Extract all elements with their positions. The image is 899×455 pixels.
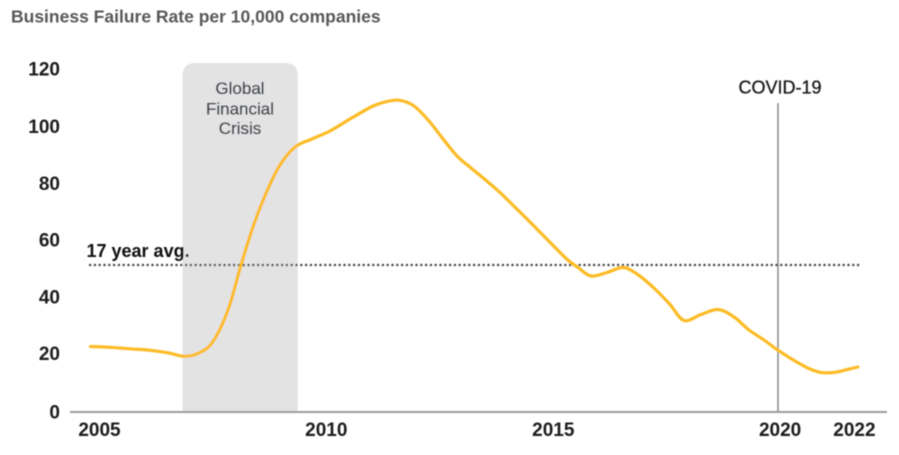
svg-text:120: 120 xyxy=(28,60,60,81)
svg-text:Financial: Financial xyxy=(206,100,274,119)
svg-text:2020: 2020 xyxy=(759,420,801,441)
svg-text:100: 100 xyxy=(28,117,60,138)
svg-text:Crisis: Crisis xyxy=(219,119,262,138)
svg-text:40: 40 xyxy=(39,287,60,308)
svg-text:2015: 2015 xyxy=(532,420,575,441)
svg-text:Business Failure Rate per 10,0: Business Failure Rate per 10,000 compani… xyxy=(11,7,381,27)
svg-text:2005: 2005 xyxy=(78,420,121,441)
svg-text:Global: Global xyxy=(215,79,264,98)
svg-text:2010: 2010 xyxy=(305,420,347,441)
svg-text:80: 80 xyxy=(39,174,60,195)
svg-text:60: 60 xyxy=(39,231,60,252)
svg-text:20: 20 xyxy=(39,344,60,365)
svg-text:0: 0 xyxy=(49,403,60,424)
svg-text:17 year avg.: 17 year avg. xyxy=(87,241,190,261)
svg-text:2022: 2022 xyxy=(833,420,875,441)
svg-text:COVID-19: COVID-19 xyxy=(738,78,821,98)
